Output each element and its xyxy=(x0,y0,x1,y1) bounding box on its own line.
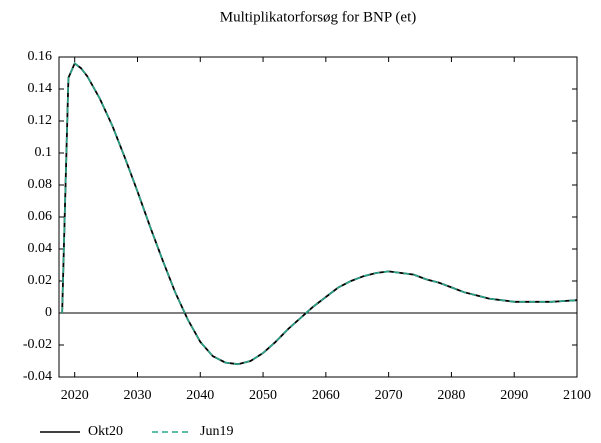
y-tick-label: 0.14 xyxy=(28,81,53,96)
plot-frame xyxy=(58,56,578,378)
x-tick-label: 2040 xyxy=(186,388,214,403)
series-line xyxy=(61,61,578,366)
y-tick-label: 0.06 xyxy=(28,209,53,224)
x-tick-label: 2050 xyxy=(249,388,277,403)
legend-label: Okt20 xyxy=(88,424,123,439)
y-tick-label: 0.1 xyxy=(35,145,53,160)
x-tick-label: 2090 xyxy=(500,388,528,403)
x-tick-label: 2030 xyxy=(123,388,151,403)
y-tick-label: -0.04 xyxy=(23,369,52,384)
legend-label: Jun19 xyxy=(200,424,233,439)
y-tick-label: 0.16 xyxy=(28,49,53,64)
y-tick-label: 0 xyxy=(45,305,52,320)
y-tick-label: 0.08 xyxy=(28,177,53,192)
x-tick-label: 2060 xyxy=(312,388,340,403)
y-tick-label: 0.12 xyxy=(28,113,53,128)
chart-title: Multiplikatorforsøg for BNP (et) xyxy=(220,9,417,25)
y-tick-label: 0.02 xyxy=(28,273,53,288)
series-line xyxy=(61,62,578,366)
x-tick-label: 2100 xyxy=(563,388,591,403)
x-tick-label: 2070 xyxy=(375,388,403,403)
x-tick-label: 2020 xyxy=(61,388,89,403)
x-tick-label: 2080 xyxy=(437,388,465,403)
y-tick-label: -0.02 xyxy=(23,337,52,352)
y-tick-label: 0.04 xyxy=(28,241,53,256)
